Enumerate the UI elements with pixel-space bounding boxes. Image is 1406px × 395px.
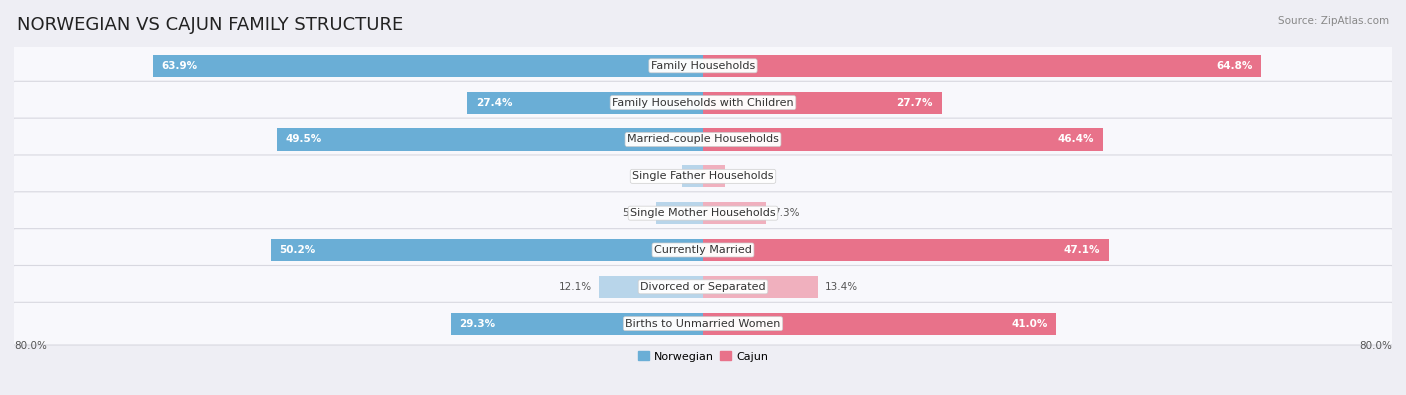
Text: 7.3%: 7.3% bbox=[773, 208, 799, 218]
Bar bbox=[467, 92, 703, 114]
Text: Married-couple Households: Married-couple Households bbox=[627, 134, 779, 145]
Text: 49.5%: 49.5% bbox=[285, 134, 322, 145]
Text: 64.8%: 64.8% bbox=[1216, 61, 1253, 71]
FancyBboxPatch shape bbox=[13, 81, 1393, 124]
FancyBboxPatch shape bbox=[13, 192, 1393, 235]
Bar bbox=[271, 239, 703, 261]
FancyBboxPatch shape bbox=[13, 265, 1393, 308]
FancyBboxPatch shape bbox=[13, 302, 1393, 345]
Text: 2.5%: 2.5% bbox=[731, 171, 758, 181]
Text: 2.4%: 2.4% bbox=[650, 171, 675, 181]
Text: 27.4%: 27.4% bbox=[475, 98, 512, 108]
Text: Currently Married: Currently Married bbox=[654, 245, 752, 255]
Text: 46.4%: 46.4% bbox=[1057, 134, 1094, 145]
Text: 80.0%: 80.0% bbox=[1360, 341, 1392, 351]
Bar bbox=[655, 202, 703, 224]
Text: 13.4%: 13.4% bbox=[825, 282, 859, 292]
Bar bbox=[703, 165, 724, 187]
Text: Single Father Households: Single Father Households bbox=[633, 171, 773, 181]
Text: Divorced or Separated: Divorced or Separated bbox=[640, 282, 766, 292]
Bar bbox=[703, 202, 766, 224]
Text: 50.2%: 50.2% bbox=[280, 245, 315, 255]
Text: 29.3%: 29.3% bbox=[460, 319, 495, 329]
Text: Family Households: Family Households bbox=[651, 61, 755, 71]
Bar bbox=[703, 128, 1102, 150]
Text: Single Mother Households: Single Mother Households bbox=[630, 208, 776, 218]
Text: 80.0%: 80.0% bbox=[14, 341, 46, 351]
Text: 12.1%: 12.1% bbox=[558, 282, 592, 292]
Bar bbox=[682, 165, 703, 187]
Text: NORWEGIAN VS CAJUN FAMILY STRUCTURE: NORWEGIAN VS CAJUN FAMILY STRUCTURE bbox=[17, 16, 404, 34]
Legend: Norwegian, Cajun: Norwegian, Cajun bbox=[634, 347, 772, 366]
Bar bbox=[703, 92, 942, 114]
FancyBboxPatch shape bbox=[13, 118, 1393, 161]
Text: Family Households with Children: Family Households with Children bbox=[612, 98, 794, 108]
FancyBboxPatch shape bbox=[13, 45, 1393, 87]
Text: Births to Unmarried Women: Births to Unmarried Women bbox=[626, 319, 780, 329]
Text: 27.7%: 27.7% bbox=[897, 98, 934, 108]
Bar bbox=[277, 128, 703, 150]
Bar bbox=[451, 312, 703, 335]
FancyBboxPatch shape bbox=[13, 229, 1393, 271]
Text: 41.0%: 41.0% bbox=[1011, 319, 1047, 329]
Text: 63.9%: 63.9% bbox=[162, 61, 197, 71]
Bar bbox=[599, 276, 703, 298]
Bar bbox=[703, 312, 1056, 335]
Bar bbox=[703, 276, 818, 298]
Bar bbox=[703, 55, 1261, 77]
Bar bbox=[153, 55, 703, 77]
FancyBboxPatch shape bbox=[13, 155, 1393, 198]
Text: 5.5%: 5.5% bbox=[623, 208, 648, 218]
Bar bbox=[703, 239, 1108, 261]
Text: 47.1%: 47.1% bbox=[1063, 245, 1099, 255]
Text: Source: ZipAtlas.com: Source: ZipAtlas.com bbox=[1278, 16, 1389, 26]
